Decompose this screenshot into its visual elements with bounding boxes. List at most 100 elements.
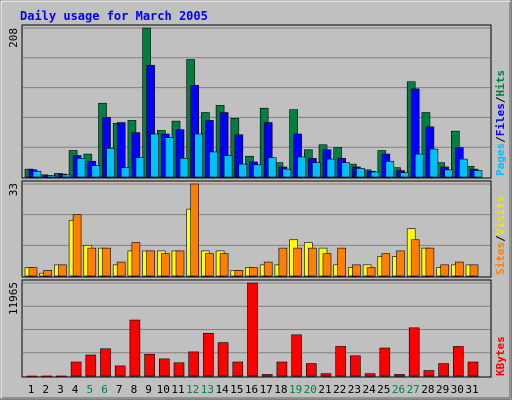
chart-title: Daily usage for March 2005 <box>20 9 208 23</box>
x-tick-label-day-8: 8 <box>131 383 138 396</box>
x-tick-label-day-19: 19 <box>289 383 302 396</box>
x-tick-label-day-3: 3 <box>57 383 64 396</box>
bar-kbytes-day-10 <box>159 358 170 377</box>
bar-kbytes-day-6 <box>100 348 111 377</box>
x-tick-label-day-17: 17 <box>260 383 273 396</box>
legend-separator-1: / <box>494 136 507 143</box>
bar-pages-day-18 <box>282 168 292 178</box>
bar-sites-day-27 <box>410 239 420 277</box>
x-tick-label-day-25: 25 <box>377 383 390 396</box>
x-tick-label-day-23: 23 <box>348 383 361 396</box>
bar-sites-day-28 <box>425 247 435 277</box>
bar-pages-day-6 <box>106 148 115 178</box>
bar-pages-day-13 <box>209 151 218 178</box>
x-tick-label-day-31: 31 <box>465 383 478 396</box>
bar-sites-day-4 <box>72 214 82 277</box>
bar-kbytes-day-11 <box>173 362 185 377</box>
bar-pages-day-3 <box>62 174 71 178</box>
bar-pages-day-10 <box>165 137 174 178</box>
x-tick-label-day-7: 7 <box>116 383 123 396</box>
bar-sites-day-14 <box>219 253 229 277</box>
bar-sites-day-25 <box>381 253 391 277</box>
x-tick-label-day-5: 5 <box>86 383 93 396</box>
bar-kbytes-day-1 <box>26 375 38 378</box>
bar-pages-day-5 <box>91 165 101 178</box>
bar-pages-day-20 <box>311 162 321 178</box>
bar-pages-day-27 <box>414 153 424 178</box>
bar-pages-day-22 <box>341 162 351 178</box>
bar-kbytes-day-8 <box>129 319 141 377</box>
bar-kbytes-day-9 <box>144 353 155 377</box>
x-tick-label-day-26: 26 <box>392 383 405 396</box>
x-tick-label-day-27: 27 <box>407 383 420 396</box>
bar-sites-day-6 <box>102 247 111 277</box>
bar-kbytes-day-5 <box>85 354 97 377</box>
x-tick-label-day-6: 6 <box>101 383 108 396</box>
bar-pages-day-8 <box>135 157 145 178</box>
bar-sites-day-2 <box>43 270 53 277</box>
bar-kbytes-day-26 <box>394 374 405 377</box>
bar-kbytes-day-3 <box>56 375 67 378</box>
x-tick-label-day-1: 1 <box>28 383 35 396</box>
bar-sites-day-11 <box>175 250 185 277</box>
bar-kbytes-day-20 <box>305 363 317 377</box>
x-tick-label-day-15: 15 <box>230 383 243 396</box>
bar-kbytes-day-21 <box>320 373 332 377</box>
bar-sites-day-24 <box>366 267 376 277</box>
legend-visits: Visits <box>494 196 507 236</box>
x-tick-label-day-29: 29 <box>436 383 449 396</box>
bar-pages-day-14 <box>223 155 233 178</box>
bar-kbytes-day-4 <box>70 361 82 377</box>
bar-pages-day-17 <box>267 157 277 178</box>
x-tick-label-day-11: 11 <box>171 383 184 396</box>
bar-sites-day-5 <box>87 247 97 277</box>
x-tick-label-day-13: 13 <box>201 383 214 396</box>
bar-sites-day-9 <box>146 250 155 277</box>
bar-pages-day-24 <box>370 171 380 178</box>
bar-kbytes-day-17 <box>261 374 273 377</box>
bar-pages-day-1 <box>32 170 42 178</box>
bar-kbytes-day-14 <box>217 342 229 377</box>
bar-kbytes-day-18 <box>276 361 288 377</box>
legend-hits: Hits <box>494 70 507 97</box>
legend-hits-files-pages: Pages/Files/Hits <box>494 70 507 176</box>
bar-sites-day-21 <box>322 253 332 277</box>
bar-kbytes-day-25 <box>379 347 391 377</box>
bar-pages-day-30 <box>458 158 468 178</box>
bar-sites-day-19 <box>293 247 302 277</box>
bar-sites-day-30 <box>454 261 464 277</box>
bar-pages-day-26 <box>400 172 409 178</box>
bar-kbytes-day-27 <box>408 327 420 377</box>
bar-pages-day-12 <box>194 133 203 178</box>
bar-sites-day-7 <box>116 261 126 277</box>
bar-kbytes-day-13 <box>203 332 214 377</box>
bar-sites-day-22 <box>337 247 347 277</box>
bar-pages-day-7 <box>120 167 130 178</box>
x-tick-label-day-2: 2 <box>42 383 49 396</box>
bar-pages-day-31 <box>473 170 483 178</box>
bar-pages-day-19 <box>297 156 306 178</box>
bar-sites-day-17 <box>263 261 273 277</box>
kbytes-axis-max-label: 11965 <box>7 282 20 315</box>
legend-files: Files <box>494 103 507 136</box>
bar-kbytes-day-12 <box>188 351 199 377</box>
bar-pages-day-11 <box>179 158 189 178</box>
bar-kbytes-day-31 <box>467 361 479 377</box>
x-tick-label-day-9: 9 <box>145 383 152 396</box>
x-tick-label-day-18: 18 <box>274 383 287 396</box>
bar-sites-day-18 <box>278 247 288 277</box>
bar-kbytes-day-15 <box>232 361 244 377</box>
bar-kbytes-day-7 <box>114 365 126 377</box>
bar-kbytes-day-23 <box>350 355 361 377</box>
x-tick-label-day-28: 28 <box>421 383 434 396</box>
bar-kbytes-day-28 <box>423 370 435 377</box>
bar-kbytes-day-2 <box>41 375 53 378</box>
bar-pages-day-29 <box>444 169 453 178</box>
bar-sites-day-15 <box>234 270 244 277</box>
bar-sites-day-23 <box>352 264 361 277</box>
legend-separator-2: / <box>494 96 507 103</box>
x-tick-label-day-16: 16 <box>245 383 258 396</box>
x-tick-label-day-20: 20 <box>304 383 317 396</box>
bar-pages-day-25 <box>385 160 395 178</box>
